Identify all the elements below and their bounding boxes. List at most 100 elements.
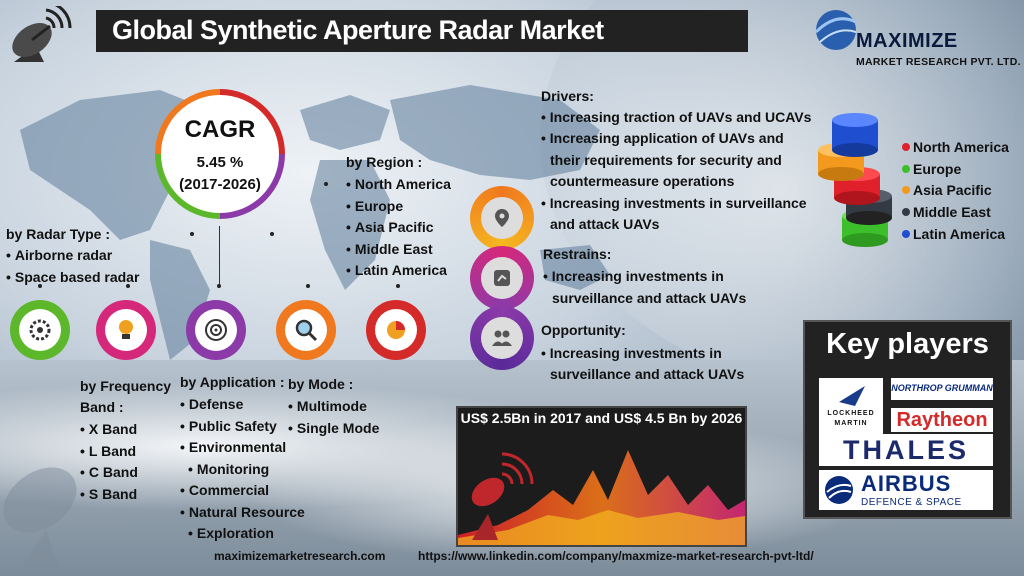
drivers-line: • Increasing investments in surveillance bbox=[541, 195, 807, 211]
target-icon bbox=[205, 319, 227, 341]
legend-swatch bbox=[902, 230, 910, 238]
list-item: Natural Resource bbox=[180, 502, 305, 524]
connector-dot bbox=[190, 232, 194, 236]
radar-type-circle bbox=[10, 300, 70, 360]
region-circle bbox=[366, 300, 426, 360]
list-item: Commercial bbox=[180, 480, 305, 502]
connector-dot bbox=[306, 284, 310, 288]
radar-dish-icon bbox=[471, 452, 534, 540]
drivers-heading: Drivers: bbox=[541, 88, 594, 104]
mountain-area-graphic bbox=[458, 450, 745, 545]
opportunity-circle bbox=[470, 306, 534, 370]
list-item: Monitoring bbox=[180, 459, 305, 481]
mode-list: Multimode Single Mode bbox=[288, 396, 379, 439]
drivers-line: their requirements for security and bbox=[550, 152, 782, 168]
connector-dot bbox=[270, 232, 274, 236]
drivers-circle bbox=[470, 186, 534, 250]
star-logo-icon bbox=[839, 386, 865, 406]
frequency-band-circle bbox=[96, 300, 156, 360]
legend-swatch bbox=[902, 165, 910, 173]
opportunity-line: • Increasing investments in bbox=[541, 345, 722, 361]
globe-logo-icon bbox=[814, 10, 857, 50]
list-item: Asia Pacific bbox=[346, 217, 451, 239]
stacked-cylinders-graphic bbox=[818, 113, 892, 247]
legend-item-europe: Europe bbox=[902, 161, 961, 177]
pie-chart-icon bbox=[387, 321, 405, 339]
chart-box-icon bbox=[494, 270, 510, 286]
list-item: Multimode bbox=[288, 396, 379, 418]
legend-item-asia-pacific: Asia Pacific bbox=[902, 182, 992, 198]
location-pin-icon bbox=[495, 209, 509, 227]
gear-icon bbox=[29, 319, 51, 341]
lightbulb-icon bbox=[119, 320, 133, 339]
list-item: X Band bbox=[80, 419, 138, 441]
dish-silhouette-graphic bbox=[3, 467, 77, 570]
legend-item-middle-east: Middle East bbox=[902, 204, 991, 220]
cagr-value: 5.45 % bbox=[196, 154, 244, 171]
legend-item-latin-america: Latin America bbox=[902, 226, 1005, 242]
logo-brand: MAXIMIZE bbox=[856, 30, 958, 52]
list-item: Environmental bbox=[180, 437, 305, 459]
opportunity-line: surveillance and attack UAVs bbox=[550, 366, 745, 382]
connector-dot bbox=[396, 284, 400, 288]
logo-subtitle: MARKET RESEARCH PVT. LTD. bbox=[856, 56, 1021, 68]
frequency-band-list: X Band L Band C Band S Band bbox=[80, 419, 138, 505]
legend-swatch bbox=[902, 186, 910, 194]
opportunity-heading: Opportunity: bbox=[541, 322, 626, 338]
region-list: North America Europe Asia Pacific Middle… bbox=[346, 174, 451, 282]
application-heading: by Application : bbox=[180, 374, 285, 390]
title-bar: Global Synthetic Aperture Radar Market bbox=[96, 10, 748, 52]
cagr-ring bbox=[155, 89, 285, 219]
mode-circle bbox=[276, 300, 336, 360]
thales-logo: THALES bbox=[819, 434, 993, 466]
restrains-line: • Increasing investments in bbox=[543, 268, 724, 284]
connector-dot bbox=[217, 284, 221, 288]
list-item: Single Mode bbox=[288, 418, 379, 440]
radar-type-list: Airborne radar Space based radar bbox=[6, 245, 140, 289]
drivers-line: and attack UAVs bbox=[550, 216, 660, 232]
frequency-band-heading: by Frequency bbox=[80, 378, 172, 394]
drivers-line: • Increasing traction of UAVs and UCAVs bbox=[541, 109, 812, 125]
magnifier-icon bbox=[295, 319, 318, 342]
cagr-label: CAGR bbox=[184, 116, 256, 143]
list-item: Public Safety bbox=[180, 416, 305, 438]
connector-dot bbox=[324, 182, 328, 186]
restrains-circle bbox=[470, 246, 534, 310]
list-item: Space based radar bbox=[6, 267, 140, 289]
key-players-heading: Key players bbox=[826, 328, 989, 360]
restrains-line: surveillance and attack UAVs bbox=[552, 290, 747, 306]
list-item: C Band bbox=[80, 462, 138, 484]
list-item: Exploration bbox=[180, 523, 305, 545]
frequency-band-heading-2: Band : bbox=[80, 399, 124, 415]
connector-line bbox=[219, 226, 220, 286]
airbus-globe-icon bbox=[825, 476, 853, 504]
maximize-logo: MAXIMIZE MARKET RESEARCH PVT. LTD. bbox=[812, 6, 1022, 76]
legend-swatch bbox=[902, 143, 910, 151]
people-icon bbox=[492, 330, 512, 346]
raytheon-logo: Raytheon bbox=[891, 408, 993, 432]
application-list: Defense Public Safety Environmental Moni… bbox=[180, 394, 305, 545]
list-item: Europe bbox=[346, 196, 451, 218]
lockheed-martin-logo: LOCKHEED MARTIN bbox=[819, 378, 883, 434]
footer-linkedin[interactable]: https://www.linkedin.com/company/maxmize… bbox=[418, 549, 814, 563]
list-item: North America bbox=[346, 174, 451, 196]
application-circle bbox=[186, 300, 246, 360]
region-heading: by Region : bbox=[346, 154, 423, 170]
restrains-heading: Restrains: bbox=[543, 246, 612, 262]
list-item: L Band bbox=[80, 441, 138, 463]
drivers-line: countermeasure operations bbox=[550, 173, 735, 189]
cagr-period: (2017-2026) bbox=[179, 176, 261, 193]
legend-swatch bbox=[902, 208, 910, 216]
footer-website[interactable]: maximizemarketresearch.com bbox=[214, 549, 386, 563]
satellite-dish-icon bbox=[12, 6, 72, 62]
drivers-line: • Increasing application of UAVs and bbox=[541, 130, 784, 146]
list-item: Airborne radar bbox=[6, 245, 139, 267]
mode-heading: by Mode : bbox=[288, 376, 354, 392]
northrop-grumman-logo: NORTHROP GRUMMAN bbox=[891, 378, 993, 400]
radar-type-heading: by Radar Type : bbox=[6, 226, 110, 242]
market-size-text: US$ 2.5Bn in 2017 and US$ 4.5 Bn by 2026 bbox=[460, 410, 743, 426]
page-title: Global Synthetic Aperture Radar Market bbox=[112, 15, 604, 45]
list-item: Defense bbox=[180, 394, 305, 416]
legend-item-north-america: North America bbox=[902, 139, 1009, 155]
